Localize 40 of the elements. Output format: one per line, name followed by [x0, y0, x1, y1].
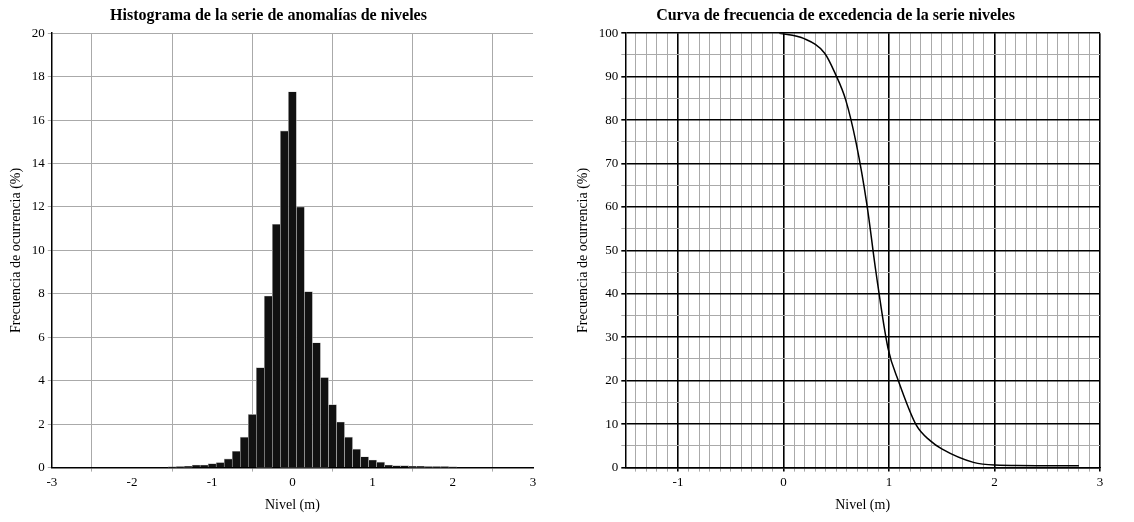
y-axis-title: Frecuencia de ocurrencia (%) — [575, 167, 592, 333]
x-tick-label: -1 — [206, 473, 218, 489]
y-tick-label: 10 — [31, 241, 45, 257]
x-axis-title: Nivel (m) — [264, 497, 321, 514]
y-tick-label: 0 — [611, 459, 619, 475]
x-tick-label: 3 — [1096, 473, 1104, 489]
chart-title: Curva de frecuencia de excedencia de la serie niveles — [656, 5, 1015, 23]
x-tick-label: 2 — [449, 473, 457, 489]
y-tick-label: 90 — [605, 68, 619, 84]
y-tick-label: 0 — [38, 459, 45, 475]
y-tick-label: 40 — [605, 285, 619, 301]
y-tick-label: 80 — [605, 111, 619, 127]
y-tick-label: 8 — [38, 285, 45, 301]
x-tick-label: 1 — [885, 473, 893, 489]
y-tick-label: 14 — [31, 154, 46, 170]
chart-title: Histograma de la serie de anomalías de niveles — [110, 5, 427, 24]
x-tick-label: 2 — [991, 473, 998, 489]
y-tick-label: 20 — [605, 372, 619, 388]
y-tick-label: 100 — [598, 24, 619, 40]
x-tick-label: 1 — [369, 473, 376, 489]
y-tick-label: 2 — [38, 415, 45, 431]
x-tick-label: 0 — [289, 473, 296, 489]
y-tick-label: 70 — [605, 154, 619, 170]
y-tick-label: 12 — [31, 198, 45, 214]
y-tick-label: 10 — [605, 415, 619, 431]
y-tick-label: 30 — [605, 328, 619, 344]
y-tick-label: 60 — [605, 198, 619, 214]
y-tick-label: 6 — [38, 328, 46, 344]
x-tick-label: 0 — [780, 473, 787, 489]
y-tick-label: 50 — [605, 241, 619, 257]
y-tick-label: 20 — [31, 24, 45, 40]
y-tick-label: 4 — [38, 372, 46, 388]
x-tick-label: -2 — [126, 473, 138, 489]
x-tick-label: -3 — [46, 473, 58, 489]
x-tick-label: -1 — [672, 473, 684, 489]
y-tick-label: 16 — [31, 111, 46, 127]
y-tick-label: 18 — [31, 68, 45, 84]
x-tick-label: 3 — [529, 473, 537, 489]
x-axis-title: Nivel (m) — [835, 497, 891, 514]
y-axis-title: Frecuencia de ocurrencia (%) — [8, 167, 25, 333]
